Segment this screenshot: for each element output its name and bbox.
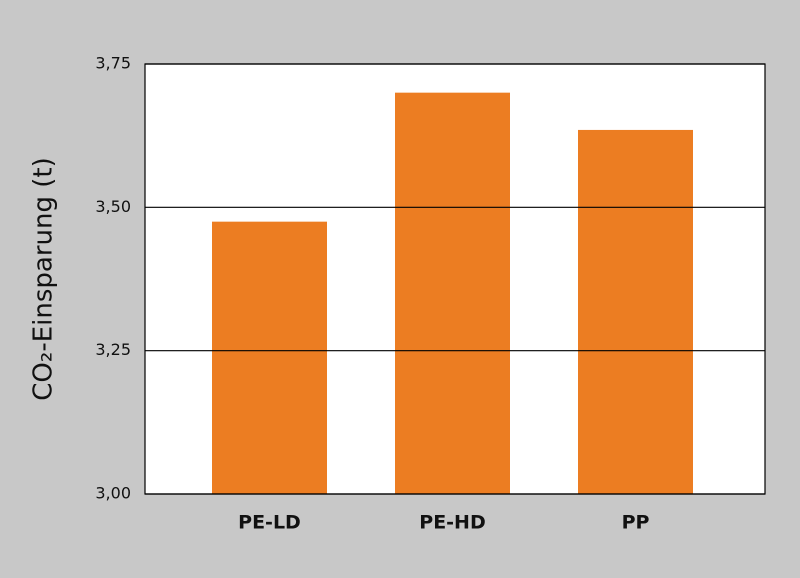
bar <box>578 129 693 494</box>
y-tick-label: 3,75 <box>95 54 131 73</box>
plot-border <box>144 63 766 495</box>
bar <box>395 92 510 495</box>
y-tick-label: 3,00 <box>95 484 131 503</box>
y-tick-label: 3,25 <box>95 340 131 359</box>
y-tick-label: 3,50 <box>95 197 131 216</box>
x-tick-label: PP <box>622 512 650 534</box>
x-tick-label: PE-LD <box>238 512 301 534</box>
bar <box>212 221 327 494</box>
x-tick-label: PE-HD <box>419 512 485 534</box>
y-axis-label: CO₂-Einsparung (t) <box>29 157 59 400</box>
